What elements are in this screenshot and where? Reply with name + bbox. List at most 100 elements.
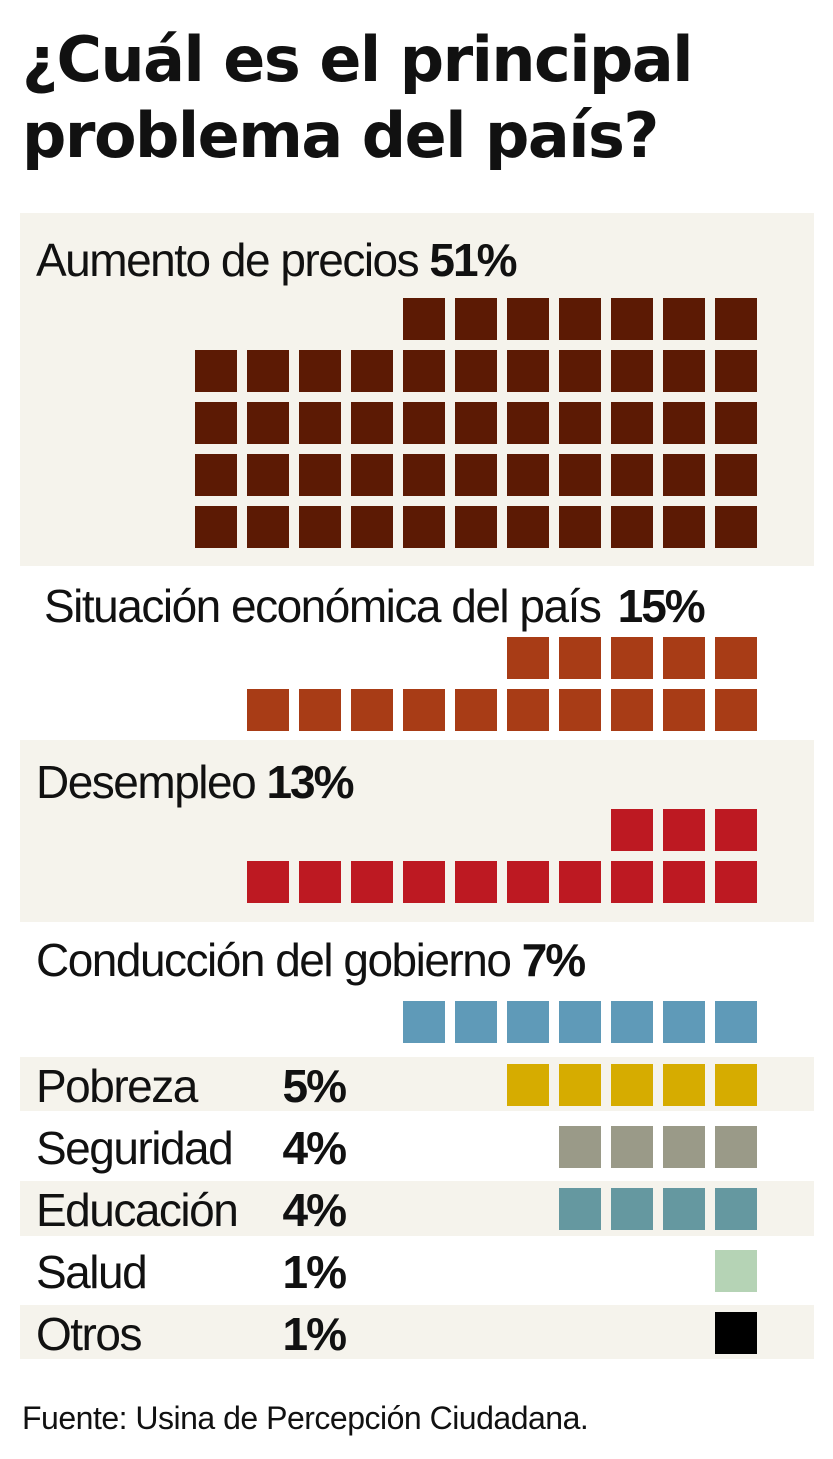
waffle-square-conduccion-del-gobierno bbox=[611, 1001, 653, 1043]
value-label: 51% bbox=[429, 234, 517, 286]
waffle-square-aumento-de-precios bbox=[195, 350, 237, 392]
waffle-square-aumento-de-precios bbox=[403, 350, 445, 392]
waffle-square-aumento-de-precios bbox=[611, 298, 653, 340]
waffle-square-aumento-de-precios bbox=[663, 350, 705, 392]
waffle-square-aumento-de-precios bbox=[455, 350, 497, 392]
category-name: Situación económica del país bbox=[44, 580, 602, 632]
waffle-square-desempleo bbox=[507, 861, 549, 903]
waffle-square-pobreza bbox=[611, 1064, 653, 1106]
waffle-square-aumento-de-precios bbox=[663, 506, 705, 548]
waffle-square-aumento-de-precios bbox=[403, 454, 445, 496]
waffle-square-conduccion-del-gobierno bbox=[455, 1001, 497, 1043]
waffle-square-aumento-de-precios bbox=[715, 454, 757, 496]
row-band bbox=[20, 1305, 814, 1359]
waffle-square-aumento-de-precios bbox=[299, 350, 341, 392]
waffle-square-desempleo bbox=[611, 861, 653, 903]
waffle-square-aumento-de-precios bbox=[715, 350, 757, 392]
waffle-square-aumento-de-precios bbox=[611, 350, 653, 392]
category-name: Desempleo bbox=[36, 756, 257, 808]
value-label: 13% bbox=[266, 756, 354, 808]
waffle-square-aumento-de-precios bbox=[351, 506, 393, 548]
waffle-square-conduccion-del-gobierno bbox=[403, 1001, 445, 1043]
waffle-square-aumento-de-precios bbox=[663, 402, 705, 444]
waffle-square-situacion-economica-del-pais bbox=[507, 689, 549, 731]
waffle-square-pobreza bbox=[507, 1064, 549, 1106]
waffle-square-situacion-economica-del-pais bbox=[507, 637, 549, 679]
waffle-square-aumento-de-precios bbox=[559, 506, 601, 548]
waffle-square-aumento-de-precios bbox=[195, 506, 237, 548]
value-label-salud: 1% bbox=[282, 1246, 348, 1298]
waffle-square-aumento-de-precios bbox=[611, 506, 653, 548]
waffle-square-situacion-economica-del-pais bbox=[403, 689, 445, 731]
waffle-square-situacion-economica-del-pais bbox=[663, 637, 705, 679]
waffle-square-aumento-de-precios bbox=[507, 350, 549, 392]
waffle-square-aumento-de-precios bbox=[299, 506, 341, 548]
waffle-square-desempleo bbox=[715, 861, 757, 903]
category-label-educacion: Educación bbox=[36, 1184, 239, 1236]
waffle-square-aumento-de-precios bbox=[195, 454, 237, 496]
waffle-square-pobreza bbox=[663, 1064, 705, 1106]
waffle-square-situacion-economica-del-pais bbox=[455, 689, 497, 731]
waffle-square-educacion bbox=[715, 1188, 757, 1230]
value-label-pobreza: 5% bbox=[282, 1060, 348, 1112]
waffle-square-aumento-de-precios bbox=[351, 402, 393, 444]
waffle-square-seguridad bbox=[715, 1126, 757, 1168]
waffle-square-situacion-economica-del-pais bbox=[715, 689, 757, 731]
waffle-square-aumento-de-precios bbox=[299, 454, 341, 496]
waffle-square-aumento-de-precios bbox=[507, 298, 549, 340]
waffle-square-desempleo bbox=[611, 809, 653, 851]
waffle-square-aumento-de-precios bbox=[247, 350, 289, 392]
waffle-square-aumento-de-precios bbox=[507, 402, 549, 444]
waffle-square-aumento-de-precios bbox=[247, 506, 289, 548]
value-label: 7% bbox=[521, 934, 587, 986]
waffle-square-educacion bbox=[559, 1188, 601, 1230]
category-label-situacion-economica: Situación económica del país 15% bbox=[44, 578, 706, 634]
waffle-square-situacion-economica-del-pais bbox=[247, 689, 289, 731]
waffle-square-aumento-de-precios bbox=[715, 402, 757, 444]
waffle-square-aumento-de-precios bbox=[663, 298, 705, 340]
category-label-seguridad: Seguridad bbox=[36, 1122, 234, 1174]
category-name: Aumento de precios bbox=[36, 234, 420, 286]
category-label-pobreza: Pobreza bbox=[36, 1060, 198, 1112]
waffle-square-situacion-economica-del-pais bbox=[559, 689, 601, 731]
category-label-conduccion-del-gobierno: Conducción del gobierno 7% bbox=[36, 932, 587, 988]
waffle-square-desempleo bbox=[247, 861, 289, 903]
waffle-square-seguridad bbox=[559, 1126, 601, 1168]
waffle-square-aumento-de-precios bbox=[351, 454, 393, 496]
waffle-square-aumento-de-precios bbox=[663, 454, 705, 496]
waffle-square-aumento-de-precios bbox=[247, 454, 289, 496]
waffle-square-aumento-de-precios bbox=[559, 454, 601, 496]
source-note: Fuente: Usina de Percepción Ciudadana. bbox=[22, 1400, 589, 1436]
waffle-square-situacion-economica-del-pais bbox=[663, 689, 705, 731]
waffle-square-desempleo bbox=[559, 861, 601, 903]
waffle-square-pobreza bbox=[559, 1064, 601, 1106]
waffle-square-conduccion-del-gobierno bbox=[663, 1001, 705, 1043]
category-label-salud: Salud bbox=[36, 1246, 148, 1298]
waffle-square-aumento-de-precios bbox=[507, 454, 549, 496]
waffle-square-seguridad bbox=[663, 1126, 705, 1168]
waffle-square-aumento-de-precios bbox=[559, 350, 601, 392]
waffle-square-desempleo bbox=[299, 861, 341, 903]
waffle-square-otros bbox=[715, 1312, 757, 1354]
category-label-aumento-de-precios: Aumento de precios 51% bbox=[36, 232, 518, 288]
value-label-seguridad: 4% bbox=[282, 1122, 348, 1174]
waffle-square-seguridad bbox=[611, 1126, 653, 1168]
waffle-square-situacion-economica-del-pais bbox=[715, 637, 757, 679]
waffle-square-aumento-de-precios bbox=[611, 454, 653, 496]
waffle-square-desempleo bbox=[663, 809, 705, 851]
waffle-square-aumento-de-precios bbox=[715, 506, 757, 548]
waffle-square-situacion-economica-del-pais bbox=[351, 689, 393, 731]
waffle-square-conduccion-del-gobierno bbox=[559, 1001, 601, 1043]
waffle-square-desempleo bbox=[351, 861, 393, 903]
waffle-square-situacion-economica-del-pais bbox=[611, 689, 653, 731]
category-name: Conducción del gobierno bbox=[36, 934, 512, 986]
waffle-square-situacion-economica-del-pais bbox=[559, 637, 601, 679]
waffle-square-aumento-de-precios bbox=[247, 402, 289, 444]
waffle-square-aumento-de-precios bbox=[195, 402, 237, 444]
waffle-square-aumento-de-precios bbox=[507, 506, 549, 548]
waffle-square-educacion bbox=[611, 1188, 653, 1230]
waffle-square-pobreza bbox=[715, 1064, 757, 1106]
waffle-square-aumento-de-precios bbox=[403, 402, 445, 444]
waffle-square-situacion-economica-del-pais bbox=[299, 689, 341, 731]
chart-title: ¿Cuál es el principal problema del país? bbox=[22, 23, 694, 172]
